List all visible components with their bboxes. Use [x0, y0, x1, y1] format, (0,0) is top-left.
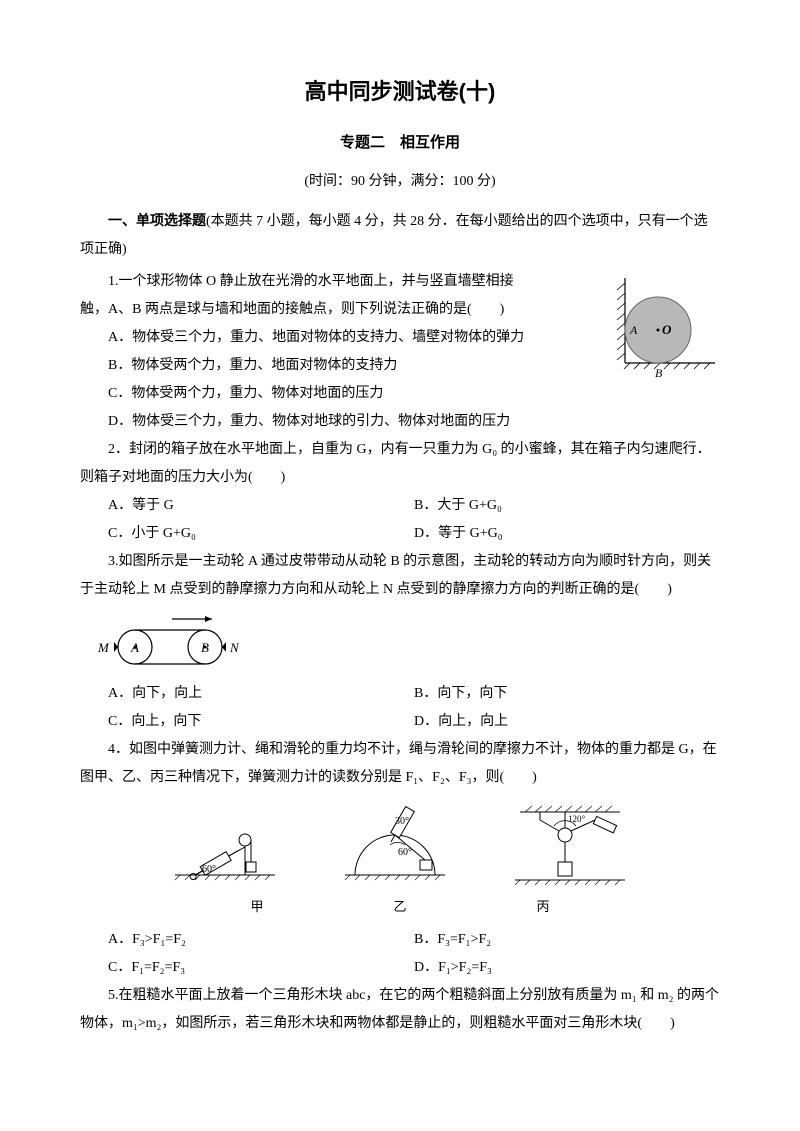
- q4-angle-60a: 60°: [202, 864, 216, 875]
- q4-label-bing: 丙: [537, 894, 550, 920]
- q2-options-row1: A．等于 G B．大于 G+G₀: [80, 492, 720, 520]
- q3-option-b: B．向下，向下: [414, 680, 720, 708]
- q4-label-yi: 乙: [393, 894, 406, 920]
- q4-angle-30: 30°: [395, 816, 409, 827]
- q4-angle-60b: 60°: [398, 847, 412, 858]
- q2-option-d: D．等于 G+G₀: [414, 520, 720, 548]
- q4-option-b: B．F₃=F₁>F₂: [414, 926, 720, 954]
- question-1: 1.一个球形物体 O 静止放在光滑的水平地面上，并与竖直墙壁相接 触，A、B 两…: [80, 268, 720, 436]
- q4-figure-row: 60° 30° 60°: [80, 800, 720, 890]
- page-subtitle: 专题二 相互作用: [80, 128, 720, 158]
- q4-fig-yi: 30° 60°: [340, 800, 450, 890]
- q2-option-c: C．小于 G+G₀: [108, 520, 414, 548]
- q3-option-d: D．向上，向上: [414, 708, 720, 736]
- q3-options-row2: C．向上，向下 D．向上，向上: [80, 708, 720, 736]
- q2-option-a: A．等于 G: [108, 492, 414, 520]
- q4-angle-120: 120°: [568, 814, 586, 824]
- q2-stem: 2．封闭的箱子放在水平地面上，自重为 G，内有一只重力为 G₀ 的小蜜蜂，其在箱…: [80, 436, 720, 492]
- q3-figure: M A B N: [80, 612, 720, 672]
- q3-option-c: C．向上，向下: [108, 708, 414, 736]
- q4-label-jia: 甲: [250, 894, 263, 920]
- page-info: (时间：90 分钟，满分：100 分): [80, 168, 720, 196]
- q3-label-m: M: [97, 640, 110, 655]
- section-1-bold: 一、单项选择题: [108, 214, 206, 229]
- q4-option-a: A．F₃>F₁=F₂: [108, 926, 414, 954]
- q4-option-c: C．F₁=F₂=F₃: [108, 954, 414, 982]
- q1-option-a: A．物体受三个力，重力、地面对物体的支持力、墙壁对物体的弹力: [80, 324, 550, 352]
- q3-option-a: A．向下，向上: [108, 680, 414, 708]
- q4-option-d: D．F₁>F₂=F₃: [414, 954, 720, 982]
- q4-options-row1: A．F₃>F₁=F₂ B．F₃=F₁>F₂: [80, 926, 720, 954]
- q2-option-b: B．大于 G+G₀: [414, 492, 720, 520]
- q1-stem-2: 触，A、B 两点是球与墙和地面的接触点，则下列说法正确的是( ): [80, 296, 550, 324]
- q4-options-row2: C．F₁=F₂=F₃ D．F₁>F₂=F₃: [80, 954, 720, 982]
- q4-fig-jia: 60°: [170, 800, 280, 890]
- q1-figure: A O B: [600, 268, 720, 378]
- q3-label-b: B: [201, 640, 209, 655]
- q3-label-a: A: [130, 640, 139, 655]
- q3-label-n: N: [229, 640, 240, 655]
- q1-option-c: C．物体受两个力，重力、物体对地面的压力: [80, 380, 720, 408]
- q1-label-o: O: [662, 322, 672, 337]
- section-1-head: 一、单项选择题(本题共 7 小题，每小题 4 分，共 28 分．在每小题给出的四…: [80, 208, 720, 264]
- q3-options-row1: A．向下，向上 B．向下，向下: [80, 680, 720, 708]
- q1-stem-1: 1.一个球形物体 O 静止放在光滑的水平地面上，并与竖直墙壁相接: [80, 268, 550, 296]
- q2-options-row2: C．小于 G+G₀ D．等于 G+G₀: [80, 520, 720, 548]
- q1-option-b: B．物体受两个力，重力、地面对物体的支持力: [80, 352, 550, 380]
- q5-stem: 5.在粗糙水平面上放着一个三角形木块 abc，在它的两个粗糙斜面上分别放有质量为…: [80, 982, 720, 1038]
- q1-option-d: D．物体受三个力，重力、物体对地球的引力、物体对地面的压力: [80, 408, 720, 436]
- page-title: 高中同步测试卷(十): [80, 70, 720, 114]
- q4-stem: 4．如图中弹簧测力计、绳和滑轮的重力均不计，绳与滑轮间的摩擦力不计，物体的重力都…: [80, 736, 720, 792]
- q4-figure-labels: 甲 乙 丙: [80, 894, 720, 920]
- q1-label-b: B: [655, 366, 663, 378]
- q3-stem: 3.如图所示是一主动轮 A 通过皮带带动从动轮 B 的示意图，主动轮的转动方向为…: [80, 548, 720, 604]
- q4-fig-bing: 120°: [510, 800, 630, 890]
- q1-label-a: A: [629, 323, 638, 337]
